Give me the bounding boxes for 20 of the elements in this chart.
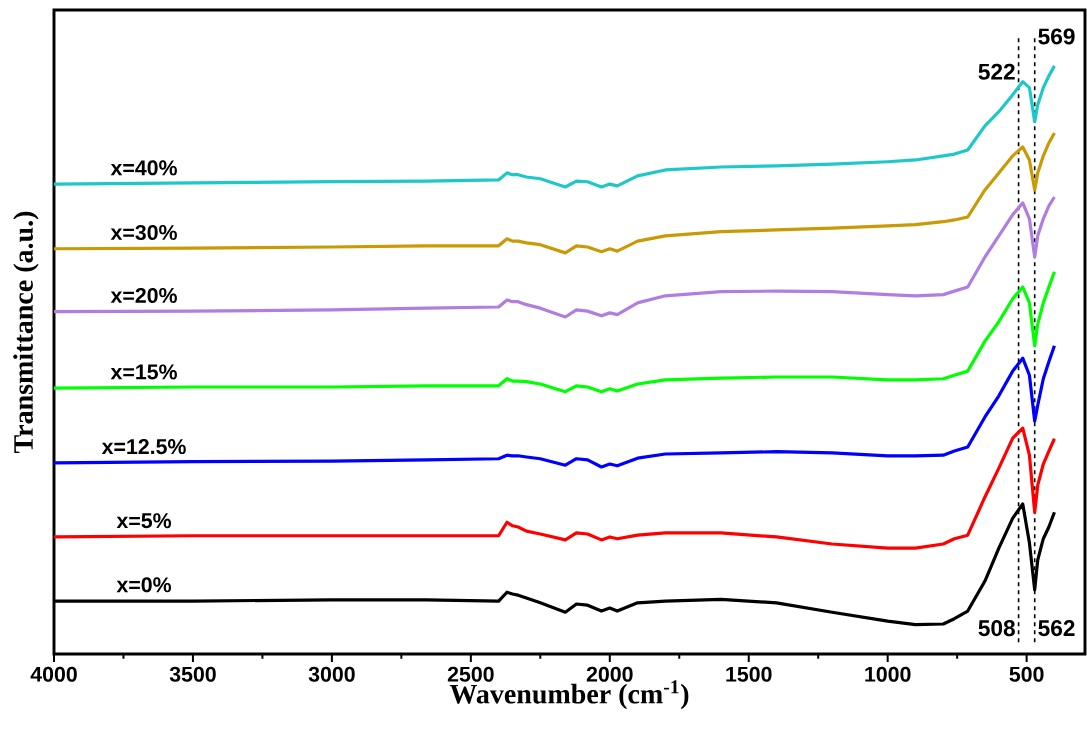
x-tick-label: 4000 bbox=[30, 666, 77, 682]
series-label: x=12.5% bbox=[101, 439, 186, 455]
x-tick-label: 1500 bbox=[726, 666, 772, 682]
annotation: 522 bbox=[978, 63, 1015, 80]
series-label: x=0% bbox=[116, 577, 172, 593]
x-tick-label: 3000 bbox=[308, 666, 355, 682]
x-tick-label: 500 bbox=[1009, 666, 1044, 682]
text: 569 bbox=[1038, 28, 1075, 45]
series-label: x=15% bbox=[110, 364, 177, 380]
x-tick-label: 2500 bbox=[447, 666, 494, 682]
x-tick-label: 2000 bbox=[586, 666, 633, 682]
x-tick-label: 1000 bbox=[865, 666, 911, 682]
y-axis-title: Transmittance (a.u.) bbox=[13, 211, 39, 453]
x-tick-label: 3500 bbox=[169, 666, 216, 682]
series-label: x=30% bbox=[110, 224, 177, 241]
annotation: 562 bbox=[1038, 620, 1075, 637]
series-label: x=40% bbox=[110, 160, 177, 176]
series-label: x=20% bbox=[110, 287, 177, 303]
series-label: x=5% bbox=[116, 513, 172, 529]
annotation: 508 bbox=[978, 620, 1015, 637]
